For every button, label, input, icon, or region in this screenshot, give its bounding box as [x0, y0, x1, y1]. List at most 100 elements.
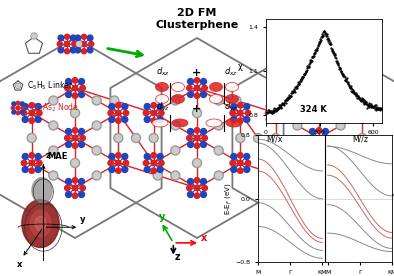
Circle shape [273, 110, 279, 116]
Circle shape [172, 172, 178, 179]
Circle shape [273, 160, 279, 166]
Circle shape [109, 166, 115, 172]
Ellipse shape [156, 83, 169, 92]
Circle shape [151, 110, 156, 116]
Circle shape [82, 49, 87, 54]
Circle shape [151, 103, 156, 108]
Circle shape [154, 172, 161, 179]
Circle shape [93, 97, 100, 104]
Text: $d_{xz}$: $d_{xz}$ [224, 65, 238, 78]
Circle shape [171, 146, 180, 155]
Circle shape [133, 135, 139, 141]
Circle shape [193, 108, 201, 118]
Circle shape [238, 153, 243, 158]
Circle shape [314, 108, 323, 118]
Text: z: z [45, 151, 50, 160]
Text: +: + [192, 104, 202, 114]
Circle shape [30, 210, 51, 237]
Circle shape [93, 172, 100, 179]
Circle shape [65, 192, 71, 197]
Circle shape [80, 135, 85, 141]
Circle shape [323, 92, 329, 97]
Circle shape [29, 103, 34, 108]
Circle shape [26, 205, 56, 243]
Circle shape [11, 106, 15, 110]
Circle shape [32, 34, 36, 38]
Circle shape [111, 97, 117, 104]
Text: $d_{yz}$: $d_{yz}$ [156, 101, 170, 114]
Ellipse shape [172, 119, 188, 127]
Circle shape [323, 192, 329, 197]
Circle shape [188, 142, 193, 147]
Text: 324 K: 324 K [300, 105, 327, 115]
Circle shape [115, 135, 121, 141]
Circle shape [336, 146, 345, 155]
Circle shape [78, 142, 84, 147]
Circle shape [72, 110, 78, 116]
Text: +: + [192, 68, 202, 78]
Ellipse shape [152, 119, 168, 127]
Circle shape [316, 143, 322, 148]
Circle shape [20, 110, 24, 114]
Circle shape [194, 185, 200, 191]
Circle shape [194, 93, 200, 98]
Circle shape [49, 171, 58, 180]
Circle shape [72, 160, 78, 166]
Circle shape [58, 35, 64, 41]
Circle shape [89, 41, 94, 47]
Circle shape [316, 135, 322, 141]
Circle shape [87, 47, 93, 53]
Circle shape [65, 185, 70, 191]
Circle shape [16, 106, 20, 110]
Circle shape [37, 110, 42, 116]
Circle shape [122, 104, 128, 110]
Circle shape [275, 171, 284, 180]
Circle shape [353, 153, 359, 160]
Circle shape [65, 179, 71, 184]
Circle shape [65, 49, 70, 54]
Circle shape [194, 193, 200, 198]
Circle shape [22, 166, 28, 172]
Circle shape [72, 178, 78, 183]
Circle shape [293, 96, 302, 105]
Circle shape [93, 147, 100, 154]
Y-axis label: χ: χ [238, 62, 243, 71]
Circle shape [314, 158, 323, 168]
Circle shape [72, 41, 77, 47]
Circle shape [157, 104, 163, 110]
Circle shape [271, 134, 280, 142]
Circle shape [65, 142, 71, 147]
Circle shape [323, 129, 329, 134]
Circle shape [123, 160, 129, 166]
Circle shape [27, 134, 36, 142]
Circle shape [231, 104, 237, 110]
Circle shape [237, 135, 243, 141]
Circle shape [22, 116, 28, 123]
Circle shape [110, 96, 119, 105]
Circle shape [310, 192, 316, 197]
Circle shape [109, 153, 115, 160]
Circle shape [172, 97, 178, 104]
Circle shape [353, 166, 359, 172]
Circle shape [50, 172, 56, 179]
Circle shape [359, 135, 366, 141]
Circle shape [294, 147, 301, 154]
Circle shape [266, 166, 272, 172]
Circle shape [115, 110, 121, 116]
Text: z: z [175, 252, 180, 262]
Circle shape [35, 216, 46, 231]
Circle shape [194, 128, 200, 133]
Ellipse shape [226, 119, 242, 127]
Circle shape [72, 93, 78, 98]
Circle shape [115, 103, 121, 108]
Circle shape [72, 185, 78, 191]
Text: Cr$_3$As$_2$ Node: Cr$_3$As$_2$ Node [30, 102, 79, 114]
Circle shape [122, 153, 128, 160]
Circle shape [143, 160, 149, 166]
Circle shape [78, 92, 84, 97]
Circle shape [236, 134, 245, 142]
Circle shape [35, 104, 41, 110]
Circle shape [352, 110, 357, 116]
Circle shape [293, 146, 302, 155]
Circle shape [214, 96, 223, 105]
